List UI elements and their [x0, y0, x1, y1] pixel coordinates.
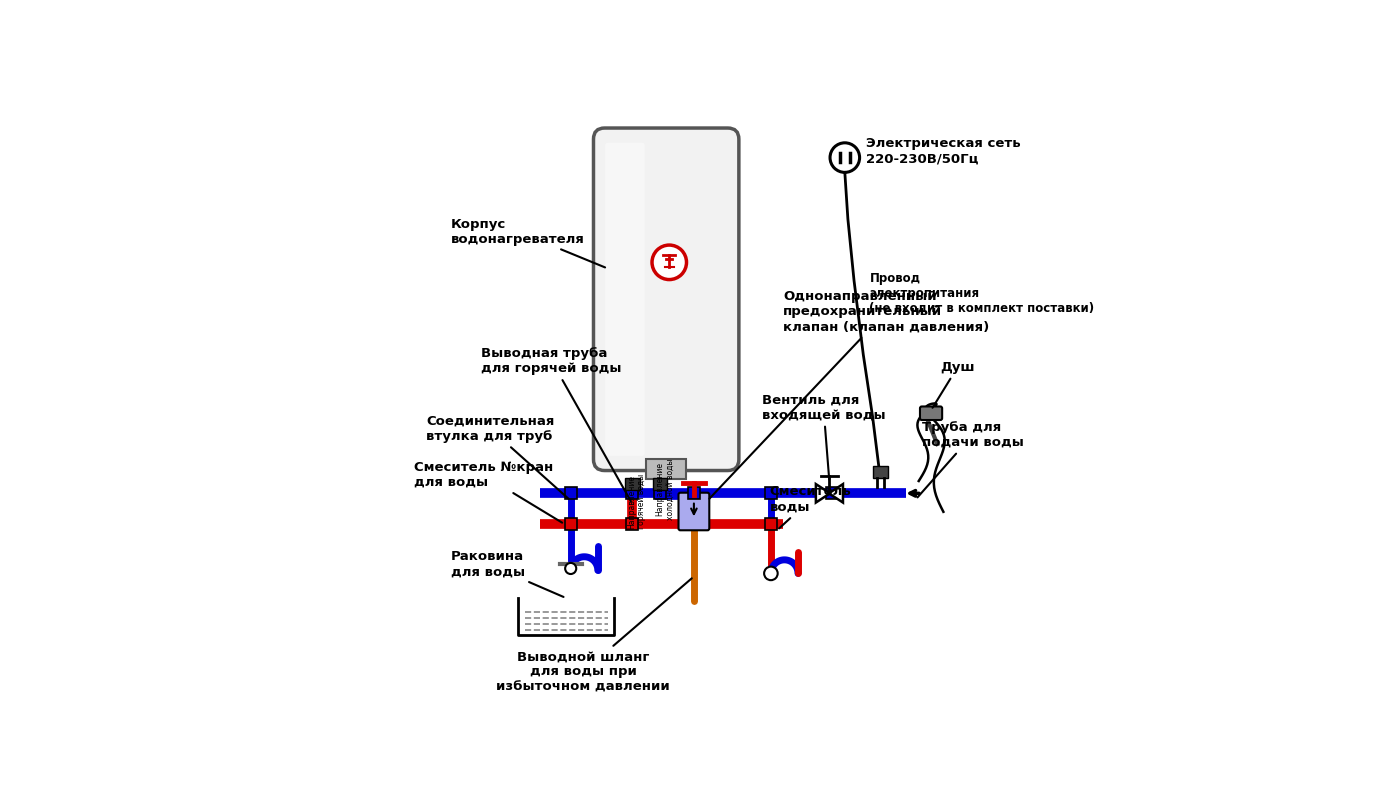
Circle shape — [652, 245, 686, 279]
Text: Направление
горячей воды: Направление горячей воды — [627, 474, 646, 529]
FancyBboxPatch shape — [605, 143, 645, 456]
Text: Смеситель №кран
для воды: Смеситель №кран для воды — [414, 461, 562, 522]
Bar — [646, 459, 686, 479]
Bar — [565, 518, 577, 530]
Bar — [688, 487, 700, 499]
Bar — [565, 487, 577, 499]
Polygon shape — [829, 484, 843, 502]
Circle shape — [565, 563, 576, 574]
Bar — [626, 478, 639, 490]
Bar — [653, 487, 666, 499]
Text: Однонаправленный
предохранительный
клапан (клапан давления): Однонаправленный предохранительный клапа… — [710, 290, 990, 498]
Bar — [626, 518, 638, 530]
Text: Провод
электропитания
(не входит в комплект поставки): Провод электропитания (не входит в компл… — [869, 272, 1095, 314]
Text: Труба для
подачи воды: Труба для подачи воды — [918, 421, 1024, 498]
Bar — [765, 518, 776, 530]
Bar — [626, 487, 638, 499]
Text: Электрическая сеть
220-230В/50Гц: Электрическая сеть 220-230В/50Гц — [866, 138, 1021, 166]
FancyBboxPatch shape — [594, 128, 739, 470]
Text: Выводной шланг
для воды при
избыточном давлении: Выводной шланг для воды при избыточном д… — [495, 578, 692, 694]
Text: Выводная труба
для горячей воды: Выводная труба для горячей воды — [482, 347, 631, 502]
Text: Направление
холодной воды: Направление холодной воды — [655, 458, 674, 520]
Bar — [765, 487, 776, 499]
Polygon shape — [817, 484, 830, 502]
Circle shape — [830, 143, 859, 172]
Bar — [873, 466, 889, 478]
Bar — [826, 487, 839, 499]
Text: Корпус
водонагревателя: Корпус водонагревателя — [451, 218, 605, 267]
Text: Соединительная
втулка для труб: Соединительная втулка для труб — [426, 414, 569, 499]
Bar — [653, 478, 667, 490]
Text: Вентиль для
входящей воды: Вентиль для входящей воды — [761, 393, 886, 479]
FancyBboxPatch shape — [678, 493, 709, 530]
Text: Раковина
для воды: Раковина для воды — [451, 550, 563, 597]
Text: Душ: Душ — [933, 361, 974, 408]
FancyBboxPatch shape — [920, 406, 943, 420]
Text: Смеситель
воды: Смеситель воды — [770, 486, 851, 528]
Circle shape — [764, 566, 778, 580]
